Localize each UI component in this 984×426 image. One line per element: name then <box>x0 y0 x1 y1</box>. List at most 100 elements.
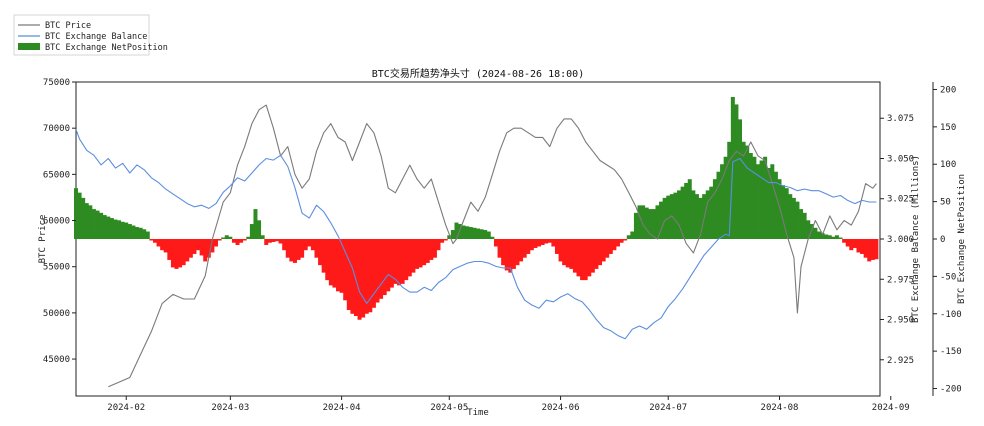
netposition-bar <box>637 205 642 239</box>
netposition-bar <box>167 239 172 260</box>
netposition-bar <box>465 226 470 239</box>
netposition-bar <box>619 239 624 243</box>
netposition-bar <box>292 239 297 263</box>
netposition-bar <box>368 239 373 313</box>
netposition-bar <box>296 239 301 260</box>
legend-swatch-netposition <box>18 43 40 50</box>
y-right1-tick-label: 2.950 <box>887 316 914 326</box>
netposition-bar <box>339 239 344 293</box>
x-tick-label: 2024-06 <box>542 403 580 413</box>
netposition-bar <box>443 239 448 241</box>
netposition-bar <box>838 237 843 239</box>
netposition-bar <box>770 164 775 239</box>
netposition-bar <box>242 239 247 241</box>
netposition-bar <box>712 179 717 239</box>
netposition-bar <box>325 239 330 281</box>
y-left-tick-label: 65000 <box>43 170 70 180</box>
netposition-bar <box>318 239 323 266</box>
netposition-bar <box>142 229 147 239</box>
netposition-bar <box>849 239 854 251</box>
netposition-bar <box>206 239 211 258</box>
netposition-bar <box>429 239 434 260</box>
netposition-bar <box>239 239 244 243</box>
netposition-bar <box>648 209 653 239</box>
netposition-bar <box>170 239 175 268</box>
netposition-bar <box>379 239 384 299</box>
netposition-bar <box>264 239 269 245</box>
netposition-bar <box>845 239 850 247</box>
chart-title: BTC交易所趋势净头寸 (2024-08-26 18:00) <box>372 67 584 80</box>
netposition-bar <box>185 239 190 262</box>
y-right1-axis-label: BTC Exchange Balance (Millions) <box>911 155 921 323</box>
netposition-bar <box>799 209 804 239</box>
netposition-bar <box>547 239 552 243</box>
netposition-bar <box>440 239 445 243</box>
netposition-bar <box>289 239 294 262</box>
netposition-bar <box>389 239 394 288</box>
netposition-bar <box>860 239 865 254</box>
netposition-bar <box>228 236 233 239</box>
netposition-bar <box>160 239 165 251</box>
netposition-bar <box>716 171 721 239</box>
y-right1-tick-label: 3.000 <box>887 235 914 245</box>
netposition-bar <box>827 235 832 239</box>
netposition-bar <box>196 239 201 251</box>
netposition-bar <box>458 224 463 239</box>
netposition-bar <box>698 197 703 239</box>
netposition-bar <box>404 239 409 281</box>
netposition-bar <box>203 239 208 262</box>
netposition-bar <box>436 239 441 251</box>
legend: BTC Price BTC Exchange Balance BTC Excha… <box>13 14 168 56</box>
netposition-bar <box>508 239 513 273</box>
netposition-bar <box>74 188 78 239</box>
netposition-bar <box>483 230 488 239</box>
netposition-bar <box>720 164 725 239</box>
netposition-bar <box>278 239 283 244</box>
netposition-bar <box>357 239 362 320</box>
legend-label-balance: BTC Exchange Balance <box>45 32 147 42</box>
netposition-bar <box>540 239 545 245</box>
netposition-bar <box>655 205 660 239</box>
netposition-bar <box>766 167 771 239</box>
netposition-bar <box>533 239 538 248</box>
netposition-bar <box>773 171 778 239</box>
netposition-bar <box>842 239 847 243</box>
netposition-bar <box>91 209 96 239</box>
netposition-bar <box>572 239 577 273</box>
netposition-bar <box>788 194 793 239</box>
netposition-bar <box>371 239 376 308</box>
netposition-bar <box>285 239 290 258</box>
netposition-bar <box>662 197 667 239</box>
netposition-bar <box>310 239 315 251</box>
netposition-bar <box>781 185 786 239</box>
x-tick-label: 2024-05 <box>430 403 468 413</box>
y-right2-tick-label: 0 <box>940 235 945 245</box>
netposition-bar <box>109 218 114 239</box>
netposition-bar <box>99 212 104 239</box>
netposition-bar <box>113 219 118 239</box>
netposition-bar <box>802 212 807 239</box>
netposition-bar <box>605 239 610 258</box>
netposition-bar <box>192 239 197 254</box>
netposition-bar <box>856 239 861 253</box>
netposition-bar <box>601 239 606 262</box>
netposition-bar <box>106 216 111 239</box>
netposition-bar <box>569 239 574 269</box>
netposition-bar <box>820 233 825 239</box>
netposition-bar <box>81 197 86 239</box>
netposition-bar <box>623 239 628 241</box>
netposition-bar <box>163 239 168 253</box>
netposition-bar <box>554 239 559 254</box>
netposition-bar <box>199 239 204 256</box>
netposition-bar <box>608 239 613 254</box>
netposition-bar <box>124 222 129 239</box>
netposition-bar <box>580 239 585 281</box>
netposition-bar <box>188 239 193 258</box>
netposition-bar <box>418 239 423 268</box>
netposition-bar <box>102 215 107 239</box>
netposition-bar <box>867 239 872 262</box>
netposition-bar <box>120 221 125 239</box>
netposition-bar <box>615 239 620 247</box>
netposition-bar <box>694 194 699 239</box>
y-right2-tick-label: -50 <box>940 272 956 282</box>
